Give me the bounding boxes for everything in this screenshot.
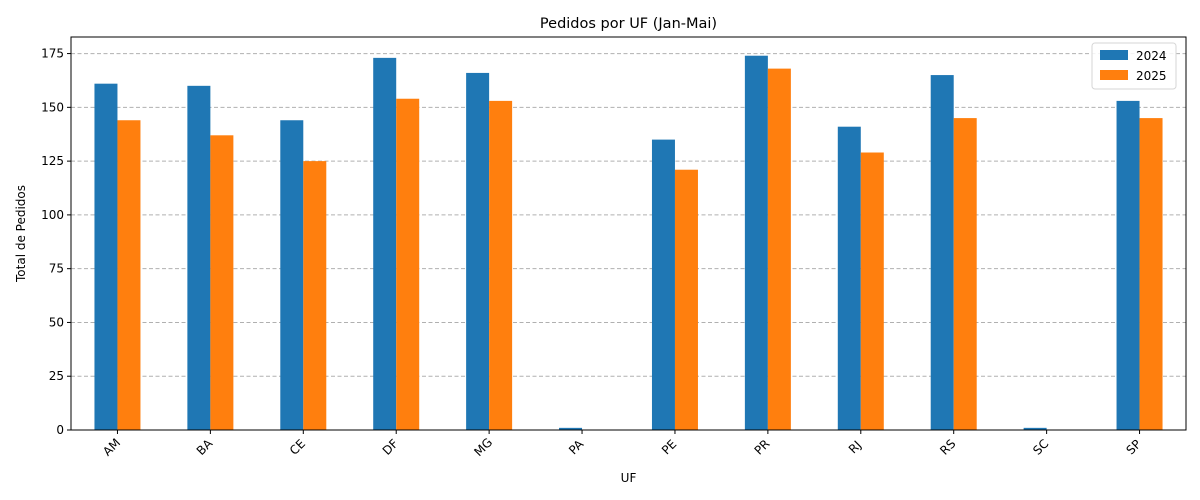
y-tick-label: 125 <box>41 154 64 168</box>
bar-2024-SP <box>1116 100 1140 431</box>
y-tick-label: 50 <box>49 315 64 329</box>
bar-2025-PR <box>767 68 791 430</box>
x-ticks: AM BA CE DF MG PA PE PR RJ RS SC SP <box>100 430 1144 459</box>
x-tick-label: DF <box>380 436 401 457</box>
y-tick-label: 175 <box>41 47 64 61</box>
bar-2025-SP <box>1139 118 1163 430</box>
x-tick-label: PR <box>752 437 773 458</box>
bar-2025-CE <box>303 161 327 430</box>
bar-2025-PE <box>674 169 698 430</box>
bar-2024-PE <box>651 139 675 431</box>
x-tick-label: BA <box>194 436 216 458</box>
x-tick-label: MG <box>471 435 495 459</box>
x-tick-label: RS <box>937 437 958 458</box>
x-tick-label: CE <box>287 437 308 458</box>
x-tick-label: SC <box>1030 437 1051 458</box>
bar-2025-RS <box>953 118 977 430</box>
y-tick-label: 0 <box>56 423 64 437</box>
legend-swatch-2024 <box>1100 50 1128 60</box>
y-tick-label: 100 <box>41 208 64 222</box>
bar-2025-BA <box>210 135 234 430</box>
bar-2024-BA <box>187 85 211 431</box>
bar-2024-CE <box>280 120 304 430</box>
bar-2025-MG <box>489 100 513 431</box>
chart-title: Pedidos por UF (Jan-Mai) <box>540 16 717 32</box>
y-axis-label: Total de Pedidos <box>14 185 28 283</box>
bar-2024-RS <box>930 75 954 431</box>
bar-2024-RJ <box>837 126 861 430</box>
bar-2024-PR <box>744 55 768 430</box>
x-tick-label: AM <box>100 436 123 459</box>
bars-layer <box>94 55 1163 431</box>
x-tick-label: PE <box>659 437 679 457</box>
x-axis-label: UF <box>621 471 637 485</box>
bar-2024-MG <box>466 72 490 430</box>
bar-2024-SC <box>1023 427 1047 430</box>
y-ticks: 0 25 50 75 100 125 150 175 <box>41 47 71 437</box>
bar-2024-AM <box>94 83 118 430</box>
legend-label-2025: 2025 <box>1136 69 1167 83</box>
grid-layer <box>71 53 1186 431</box>
plot-frame <box>70 36 1187 431</box>
x-tick-label: RJ <box>846 438 864 456</box>
bar-2024-DF <box>373 57 397 430</box>
bar-2024-PA <box>559 427 583 430</box>
bar-2025-AM <box>117 120 141 430</box>
x-tick-label: SP <box>1124 437 1144 457</box>
bar-2025-RJ <box>860 152 884 430</box>
y-tick-label: 75 <box>49 262 64 276</box>
legend-label-2024: 2024 <box>1136 49 1167 63</box>
x-tick-label: PA <box>566 436 587 457</box>
y-tick-label: 25 <box>49 369 64 383</box>
bar-2025-DF <box>396 98 420 431</box>
y-tick-label: 150 <box>41 100 64 114</box>
legend: 2024 2025 <box>1091 42 1177 90</box>
legend-swatch-2025 <box>1100 70 1128 80</box>
